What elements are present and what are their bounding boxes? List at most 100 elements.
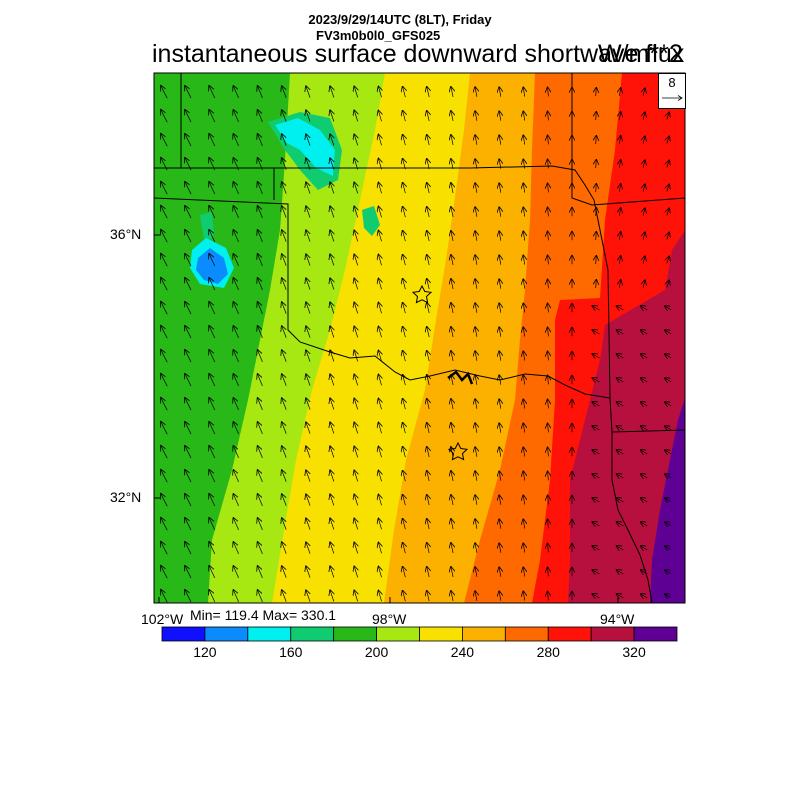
wind-vector	[185, 86, 192, 99]
wind-vector	[548, 136, 549, 145]
wind-vector	[548, 256, 549, 265]
wind-vector	[161, 86, 168, 99]
wind-vector	[475, 207, 477, 217]
wind-vector	[185, 398, 192, 411]
wind-vector	[209, 302, 216, 315]
wind-vector	[378, 207, 381, 218]
wind-vector	[161, 494, 168, 507]
wind-vector	[282, 86, 287, 98]
wind-vector	[619, 88, 620, 96]
wind-vector	[185, 326, 192, 339]
reference-vector-value: 8	[668, 75, 676, 90]
wind-vector	[282, 494, 287, 506]
patch-160-north	[275, 118, 335, 176]
wind-vector	[403, 111, 406, 122]
wind-vector	[378, 399, 381, 410]
wind-vector	[475, 543, 477, 553]
wind-vector	[403, 255, 406, 266]
wind-vector	[378, 303, 381, 314]
wind-vector	[258, 470, 263, 482]
wind-vector	[233, 110, 239, 123]
wind-vector	[258, 422, 263, 434]
wind-vector	[643, 256, 645, 264]
wind-vector	[427, 591, 429, 602]
wind-vector	[475, 111, 477, 121]
wind-vector	[209, 278, 216, 291]
wind-vector	[427, 327, 429, 338]
wind-vector	[306, 326, 310, 338]
wind-vector	[619, 256, 620, 264]
wind-vector	[354, 207, 357, 218]
wind-vector	[209, 110, 216, 123]
wind-vector	[592, 498, 600, 502]
wind-vector	[548, 88, 549, 97]
wind-vector	[354, 399, 357, 410]
wind-vector	[378, 255, 381, 266]
wind-vector	[306, 302, 310, 314]
wind-vector	[403, 159, 406, 170]
wind-vector	[475, 399, 477, 409]
wind-vector	[330, 206, 334, 218]
wind-vector	[185, 134, 192, 147]
wind-vector	[185, 566, 192, 579]
wind-vector	[619, 160, 620, 168]
wind-vector	[619, 208, 620, 216]
wind-vector	[282, 326, 287, 338]
wind-vector	[233, 230, 239, 243]
wind-vector	[665, 402, 672, 406]
wind-vector	[209, 470, 216, 483]
wind-vector	[258, 542, 263, 554]
wind-vector	[233, 326, 239, 339]
wind-vector	[665, 450, 672, 454]
wind-vector	[282, 398, 287, 410]
wind-vector	[330, 446, 334, 458]
wind-vector	[548, 424, 549, 433]
wind-vector	[619, 184, 620, 192]
wind-vector	[427, 279, 429, 290]
wind-vector	[330, 182, 334, 194]
reference-vector-arrow-icon	[662, 95, 683, 101]
lon-label-102w: 102°W	[141, 611, 184, 627]
wind-vector	[378, 183, 381, 194]
wind-vector	[427, 543, 429, 554]
wind-vector	[403, 399, 406, 410]
wind-vector	[354, 567, 357, 578]
wind-vector	[667, 281, 669, 288]
wind-vector	[354, 183, 357, 194]
wind-vector	[233, 254, 239, 267]
wind-vector	[185, 374, 192, 387]
wind-vector	[403, 303, 406, 314]
wind-vector	[161, 230, 168, 243]
wind-vector	[282, 350, 287, 362]
wind-vector	[354, 423, 357, 434]
wind-vector	[282, 110, 287, 122]
wind-vector	[354, 495, 357, 506]
wind-vector	[233, 350, 239, 363]
wind-vector	[185, 470, 192, 483]
wind-vector	[354, 111, 357, 122]
wind-vector	[592, 522, 600, 526]
wind-vector	[592, 546, 600, 550]
wind-vector	[306, 446, 310, 458]
wind-vector	[282, 182, 287, 194]
wind-vector	[451, 135, 453, 145]
wind-vector	[330, 302, 334, 314]
patch-180-east	[362, 206, 380, 236]
wind-vector	[258, 398, 263, 410]
wind-vector	[161, 470, 168, 483]
wind-vector	[330, 566, 334, 578]
wind-vector	[233, 590, 239, 603]
wind-vector	[161, 302, 168, 315]
wind-vector	[499, 231, 501, 241]
wind-vector	[209, 254, 216, 267]
wind-vector	[499, 351, 501, 361]
wind-vector	[641, 402, 648, 406]
wind-vector	[427, 207, 429, 218]
wind-vector	[161, 446, 168, 459]
wind-vector	[619, 280, 620, 288]
wind-vector	[185, 350, 192, 363]
wind-vector	[523, 183, 524, 193]
wind-vector	[161, 590, 168, 603]
wind-vector	[185, 590, 192, 603]
wind-vector	[617, 546, 624, 550]
